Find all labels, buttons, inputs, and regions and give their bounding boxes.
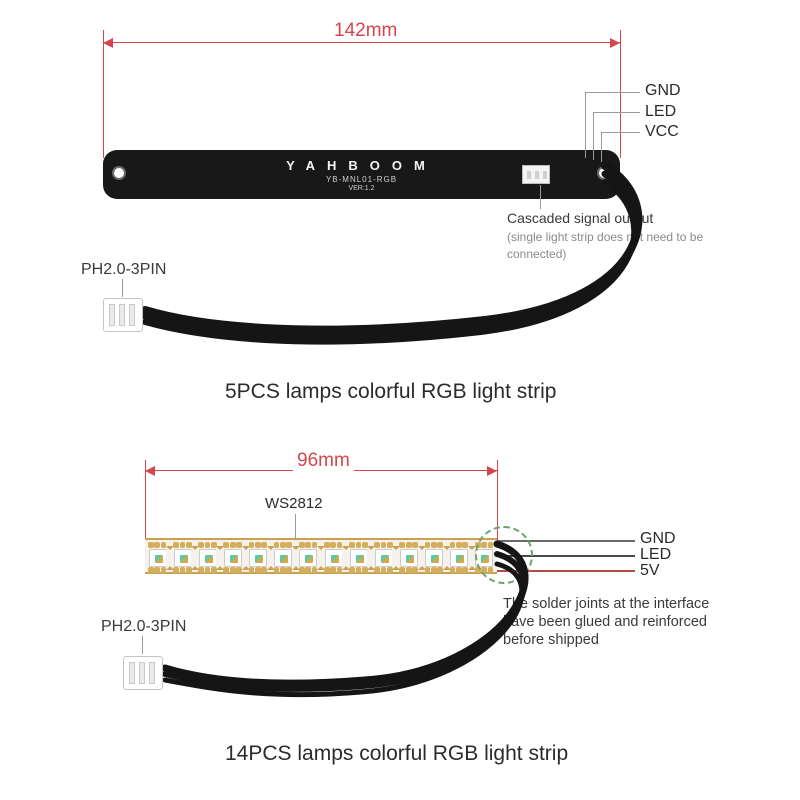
wire-bot (65, 20, 735, 800)
ph-label-bot: PH2.0-3PIN (101, 617, 186, 637)
title-bot: 14PCS lamps colorful RGB light strip (225, 742, 568, 766)
leader-ph-bot (142, 636, 143, 654)
ph-connector-bot (123, 656, 163, 690)
diagram-canvas: 142mm YAHBOOM YB-MNL01-RGB VER:1.2 GND L… (65, 20, 735, 780)
